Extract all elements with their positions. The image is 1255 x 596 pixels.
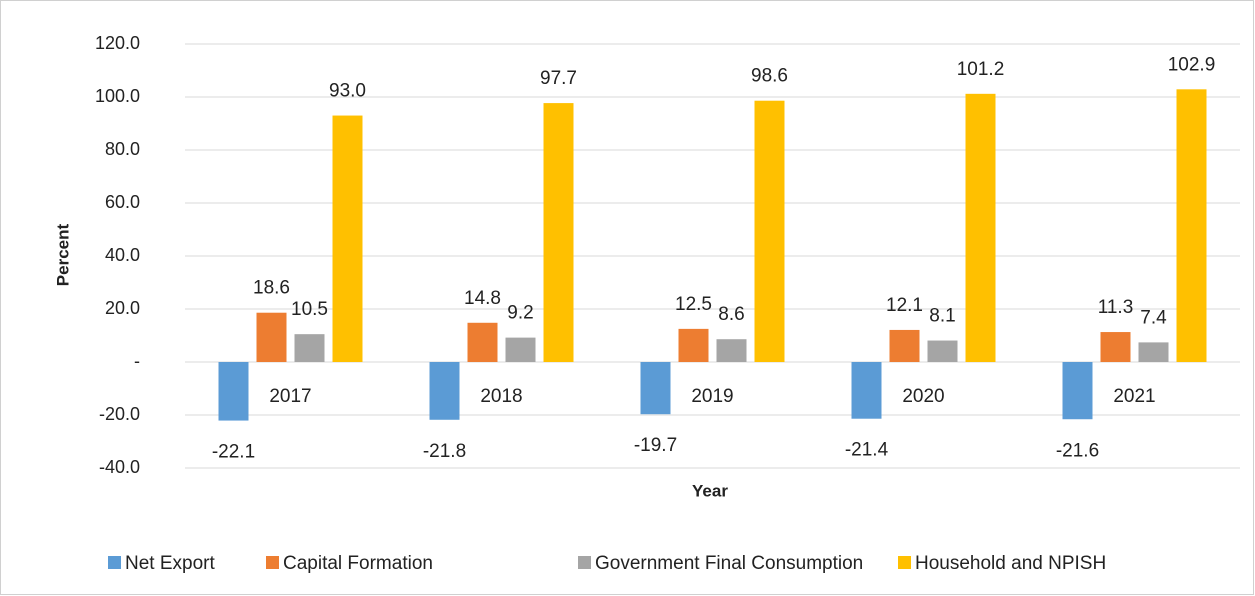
x-tick-label: 2020 xyxy=(902,386,944,407)
y-tick-label: 120.0 xyxy=(95,33,140,53)
data-label: 18.6 xyxy=(253,278,290,299)
y-tick-label: - xyxy=(134,351,140,371)
bar xyxy=(1138,342,1169,362)
data-label: -21.8 xyxy=(423,441,466,462)
data-label: 11.3 xyxy=(1098,297,1134,318)
bar xyxy=(1176,89,1207,362)
bar xyxy=(256,312,287,362)
bar xyxy=(429,362,460,420)
legend-swatch xyxy=(108,556,121,569)
legend-swatch xyxy=(266,556,279,569)
legend-swatch xyxy=(898,556,911,569)
bar xyxy=(505,337,536,362)
data-label: 102.9 xyxy=(1168,54,1216,75)
data-label: 10.5 xyxy=(291,299,328,320)
x-tick-label: 2021 xyxy=(1113,386,1155,407)
data-label: -19.7 xyxy=(634,435,677,456)
bar xyxy=(543,103,574,362)
data-label: 93.0 xyxy=(329,81,366,102)
x-tick-label: 2019 xyxy=(691,386,733,407)
data-label: 8.6 xyxy=(718,304,744,325)
bar xyxy=(965,93,996,362)
bar xyxy=(1100,332,1131,362)
bar xyxy=(754,100,785,363)
y-tick-label: 80.0 xyxy=(105,139,140,159)
bar xyxy=(640,362,671,415)
x-tick-label: 2017 xyxy=(269,386,311,407)
bar xyxy=(678,328,709,362)
bar xyxy=(889,329,920,362)
bar xyxy=(851,362,882,419)
bar xyxy=(218,362,249,421)
x-axis-title: Year xyxy=(692,481,728,500)
data-label: -21.4 xyxy=(845,440,889,461)
legend-label: Net Export xyxy=(125,553,215,574)
bar xyxy=(716,339,747,362)
bar xyxy=(332,115,363,362)
data-label: 14.8 xyxy=(464,288,501,309)
data-label: 7.4 xyxy=(1140,307,1167,328)
y-axis-title: Percent xyxy=(53,223,72,286)
data-label: 98.6 xyxy=(751,66,788,87)
data-label: 12.5 xyxy=(675,294,712,315)
bar xyxy=(294,334,325,362)
data-label: -22.1 xyxy=(212,442,255,463)
x-tick-label: 2018 xyxy=(480,386,522,407)
y-tick-label: 60.0 xyxy=(105,192,140,212)
data-label: -21.6 xyxy=(1056,440,1099,461)
legend-label: Household and NPISH xyxy=(915,553,1106,574)
data-label: 101.2 xyxy=(957,59,1005,80)
legend-label: Capital Formation xyxy=(283,553,433,574)
y-tick-label: 100.0 xyxy=(95,86,140,106)
y-tick-label: 20.0 xyxy=(105,298,140,318)
legend-label: Government Final Consumption xyxy=(595,553,863,574)
data-label: 9.2 xyxy=(507,303,533,324)
y-tick-label: 40.0 xyxy=(105,245,140,265)
bar xyxy=(1062,362,1093,420)
bar xyxy=(467,322,498,362)
y-tick-label: -20.0 xyxy=(99,404,140,424)
bar xyxy=(927,340,958,362)
data-label: 12.1 xyxy=(886,295,923,316)
legend-swatch xyxy=(578,556,591,569)
data-label: 8.1 xyxy=(929,306,955,327)
data-label: 97.7 xyxy=(540,68,577,89)
y-tick-label: -40.0 xyxy=(99,457,140,477)
